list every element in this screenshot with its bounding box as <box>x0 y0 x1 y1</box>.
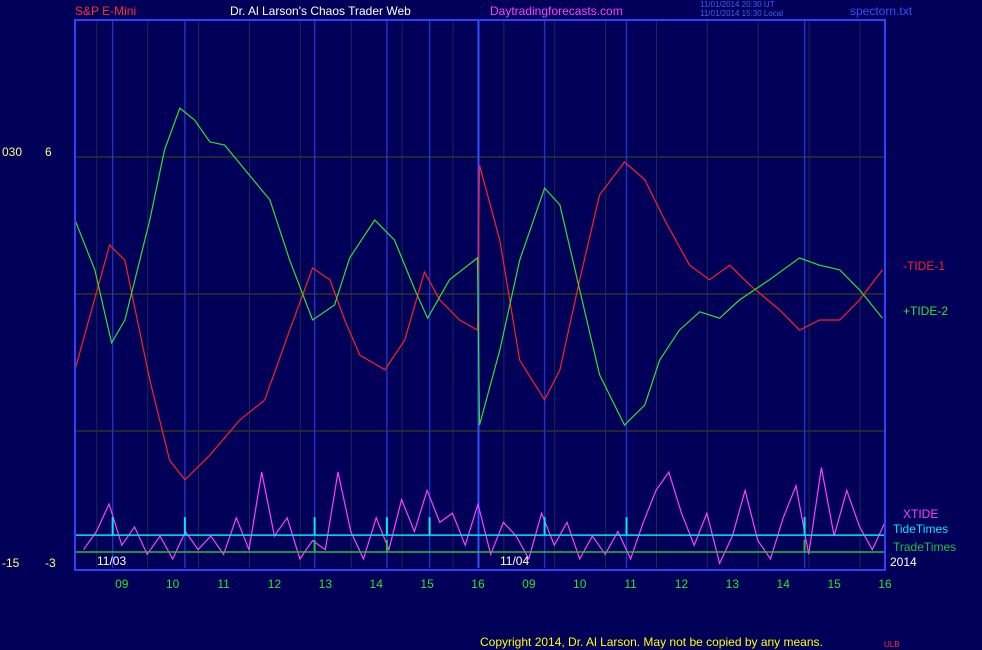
x-tick-label: 10 <box>166 577 180 591</box>
plot-border <box>74 19 886 571</box>
y-tick-label: -3 <box>45 556 56 570</box>
series-line <box>74 161 883 481</box>
y2-tick-label: -15 <box>2 556 20 570</box>
footer-mark: ULB <box>884 640 900 649</box>
x-tick-label: 13 <box>319 577 333 591</box>
legend-label: +TIDE-2 <box>903 304 948 318</box>
x-tick-label: 16 <box>878 577 892 591</box>
symbol: S&P E-Mini <box>75 4 136 18</box>
x-tick-label: 12 <box>675 577 689 591</box>
x-tick-label: 09 <box>115 577 129 591</box>
time-ut: 11/01/2014 20:30 UT <box>700 0 775 9</box>
x-tick-label: 15 <box>420 577 434 591</box>
y2-tick-label: 030 <box>2 145 22 159</box>
x-tick-label: 14 <box>777 577 791 591</box>
x-tick-label: 10 <box>573 577 587 591</box>
copyright: Copyright 2014, Dr. Al Larson. May not b… <box>480 635 823 649</box>
x-tick-label: 14 <box>370 577 384 591</box>
legend-label: -TIDE-1 <box>903 259 945 273</box>
date-label: 11/03 <box>97 554 126 568</box>
x-tick-label: 09 <box>522 577 536 591</box>
legend-label: TradeTimes <box>893 540 956 554</box>
x-tick-label: 11 <box>624 577 637 591</box>
series-line <box>83 467 886 566</box>
site-url: Daytradingforecasts.com <box>490 4 623 18</box>
x-tick-label: 13 <box>726 577 740 591</box>
x-tick-label: 11 <box>217 577 230 591</box>
x-tick-label: 15 <box>827 577 841 591</box>
site-title: Dr. Al Larson's Chaos Trader Web <box>230 4 411 18</box>
x-tick-label: 12 <box>268 577 282 591</box>
legend-label: TideTimes <box>893 522 948 536</box>
file-name: spectorn.txt <box>850 4 913 18</box>
y-tick-label: 6 <box>45 145 52 159</box>
date-label: 11/04 <box>500 554 529 568</box>
year-label: 2014 <box>890 555 917 569</box>
legend-label: XTIDE <box>903 507 938 521</box>
time-local: 11/01/2014 15:30 Local <box>700 9 783 18</box>
series-line <box>74 107 883 427</box>
x-tick-label: 16 <box>471 577 485 591</box>
